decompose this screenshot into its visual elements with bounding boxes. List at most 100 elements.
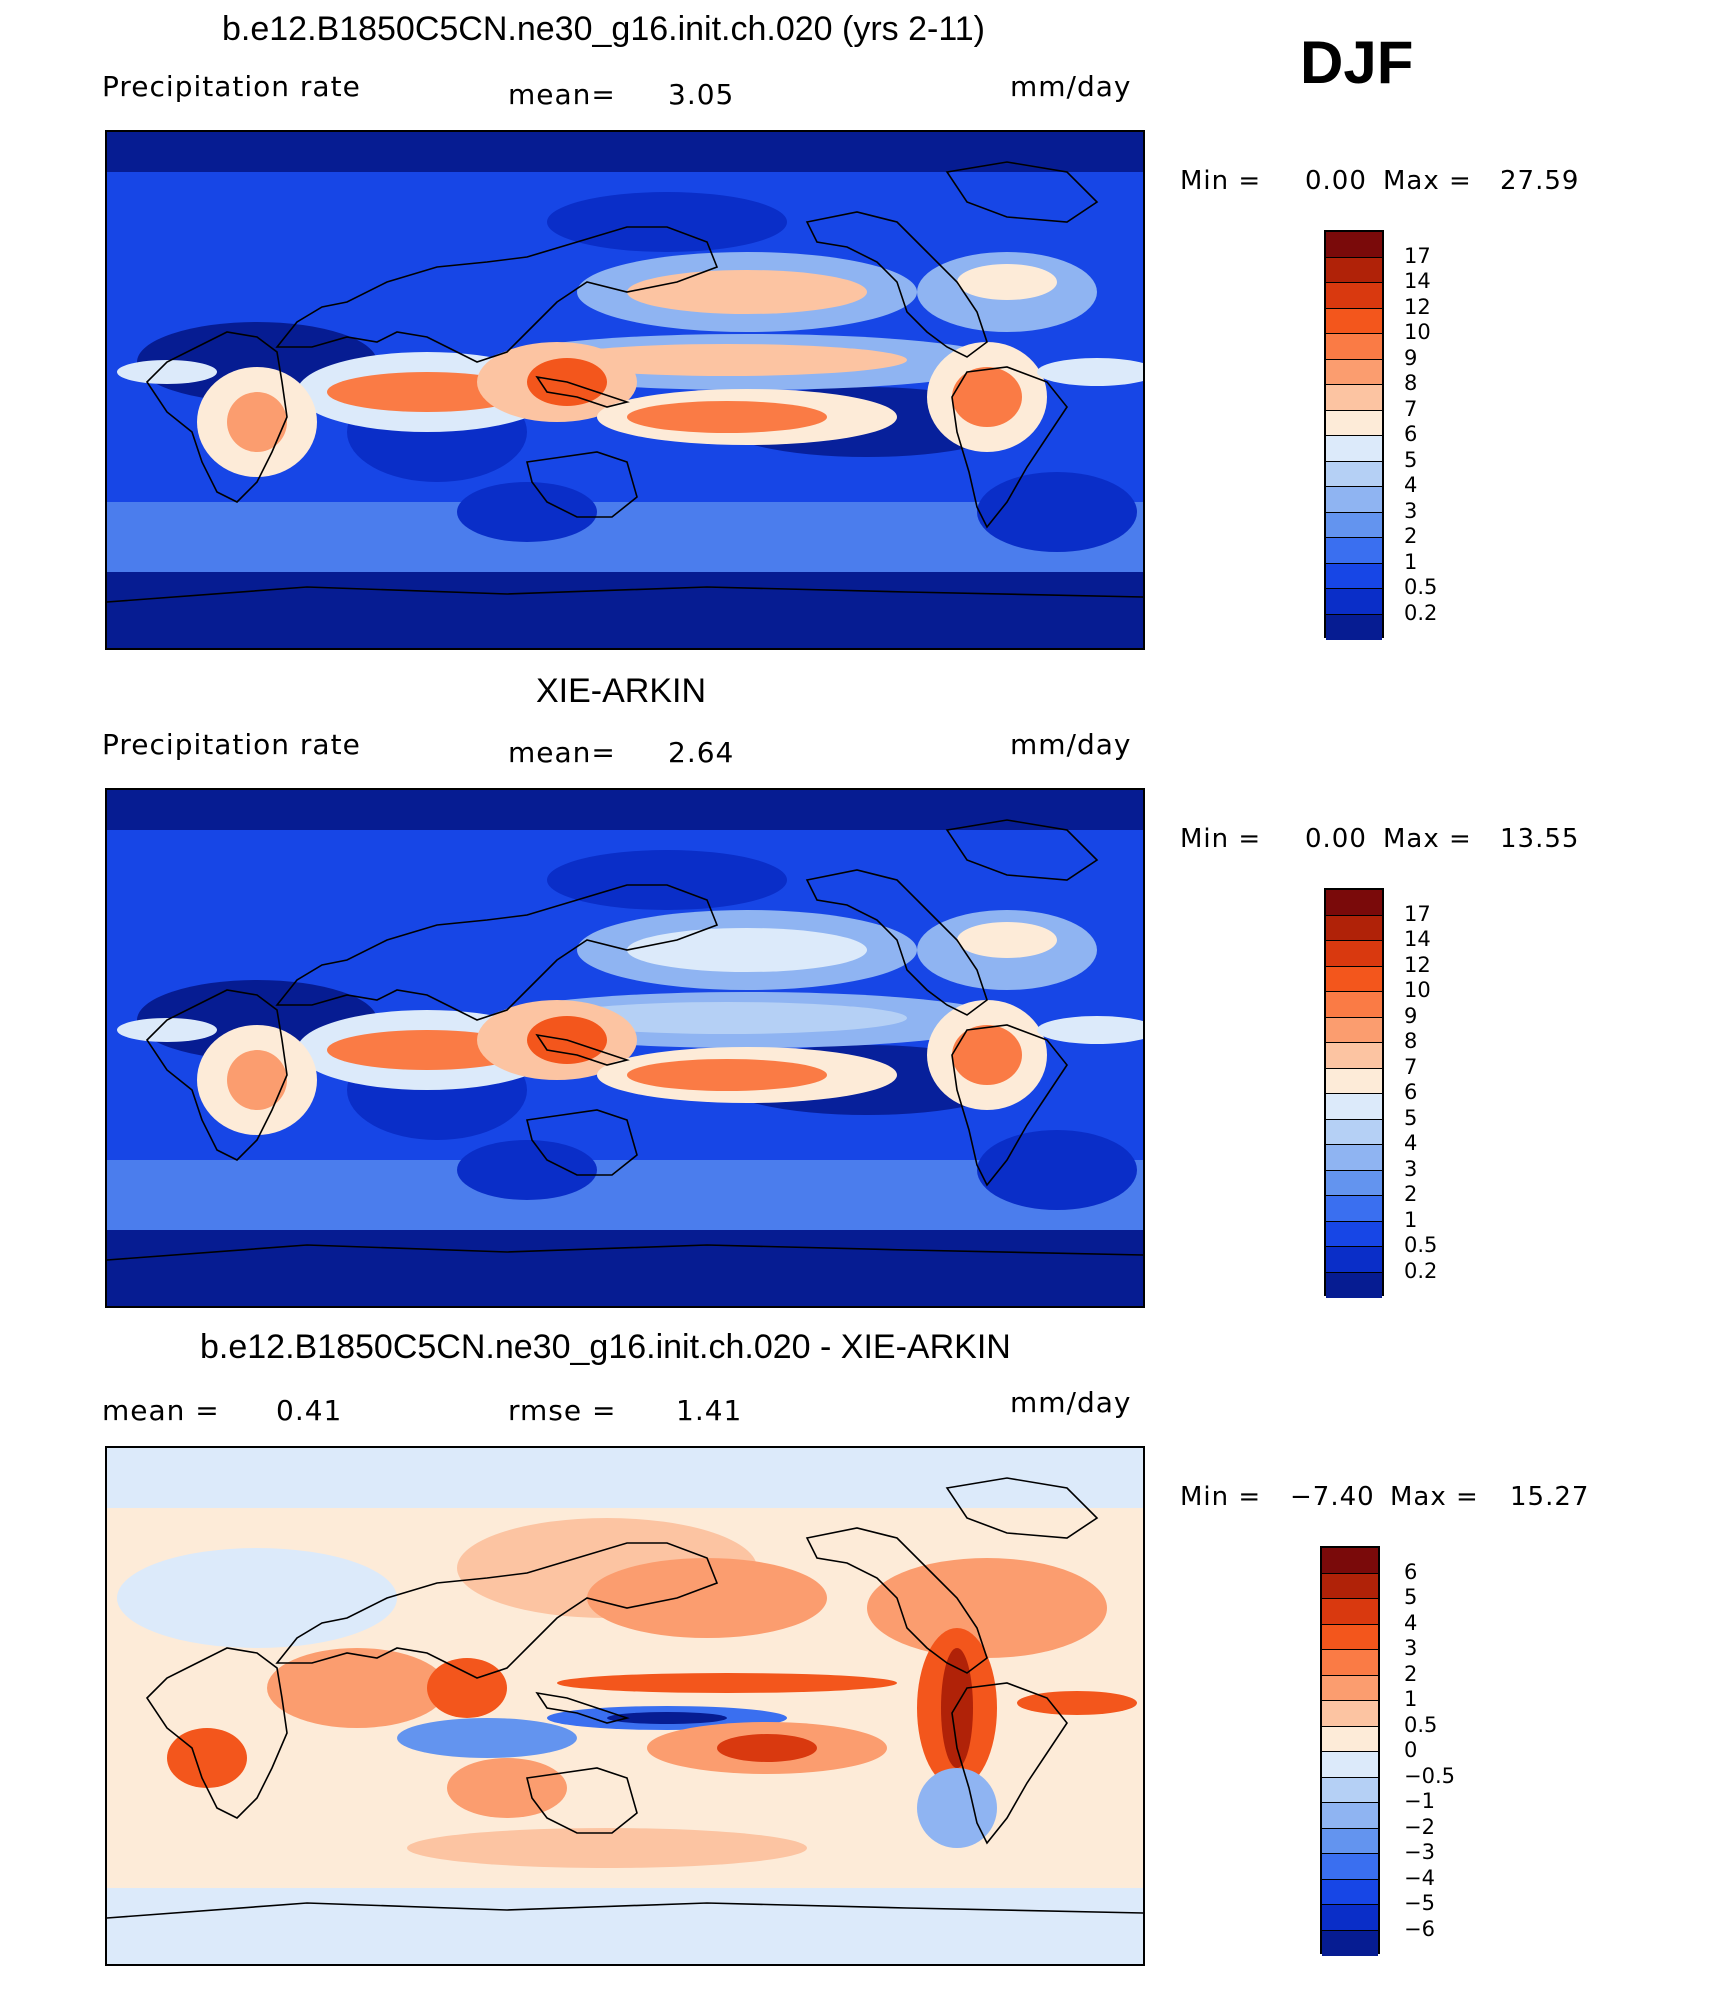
coastline xyxy=(805,1527,988,1674)
polar-band xyxy=(107,132,1143,172)
colorbar-label: 2 xyxy=(1404,1661,1418,1686)
colorbar-label: 7 xyxy=(1404,396,1418,421)
colorbar-box-0 xyxy=(1326,232,1382,258)
colorbar-box-11 xyxy=(1322,1828,1378,1854)
colorbar-box-2 xyxy=(1322,1599,1378,1625)
coastline xyxy=(107,1902,1143,1919)
field-blob xyxy=(407,1828,807,1868)
panel3-title: b.e12.B1850C5CN.ne30_g16.init.ch.020 - X… xyxy=(200,1328,1011,1366)
panel1-title: b.e12.B1850C5CN.ne30_g16.init.ch.020 (yr… xyxy=(222,10,985,48)
colorbar-label: 0.2 xyxy=(1404,1258,1438,1283)
panel3-max-value: 15.27 xyxy=(1510,1482,1590,1512)
panel3-mean-value: 0.41 xyxy=(276,1394,343,1427)
colorbar-box-9 xyxy=(1326,461,1382,487)
colorbar-label: 8 xyxy=(1404,371,1418,395)
colorbar-box-15 xyxy=(1322,1930,1378,1956)
colorbar-label: 6 xyxy=(1404,422,1418,446)
panel2-left-label: Precipitation rate xyxy=(102,728,361,761)
colorbar-label: 10 xyxy=(1404,320,1431,344)
panel1-left-label: Precipitation rate xyxy=(102,70,361,103)
colorbar-label: 4 xyxy=(1404,1131,1418,1155)
coastline xyxy=(145,331,288,503)
colorbar-box-0 xyxy=(1326,890,1382,916)
field-blob xyxy=(457,482,597,542)
colorbar-box-12 xyxy=(1326,1196,1382,1222)
coastline xyxy=(951,1682,1068,1845)
colorbar-box-12 xyxy=(1322,1854,1378,1880)
colorbar-box-4 xyxy=(1322,1650,1378,1676)
field-blob xyxy=(547,344,907,376)
coastline xyxy=(107,586,1143,603)
panel2-min-value: 0.00 xyxy=(1305,824,1367,854)
panel3-map-svg xyxy=(107,1448,1143,1964)
colorbar-label: 17 xyxy=(1404,901,1431,926)
colorbar-label: 3 xyxy=(1404,498,1418,523)
coastline xyxy=(951,1024,1068,1187)
colorbar-box-5 xyxy=(1326,1017,1382,1043)
panel1-map xyxy=(105,130,1145,650)
colorbar-box-6 xyxy=(1322,1701,1378,1727)
field-blob xyxy=(607,1712,727,1724)
panel1-min-label: Min = xyxy=(1180,166,1262,196)
panel3-rmse-label: rmse = xyxy=(508,1394,617,1427)
field-blob xyxy=(587,1558,827,1638)
field-blob xyxy=(227,1050,287,1110)
field-blob xyxy=(627,1059,827,1091)
coastline xyxy=(526,1767,638,1834)
colorbar-label: 0 xyxy=(1404,1738,1418,1762)
panel1-mean-label: mean= xyxy=(508,78,616,111)
colorbar-box-15 xyxy=(1326,1272,1382,1298)
colorbar-label: −3 xyxy=(1404,1840,1435,1864)
field-blob xyxy=(117,1548,397,1648)
colorbar-label: 4 xyxy=(1404,1610,1418,1635)
panel3-max-label: Max = xyxy=(1390,1482,1479,1512)
panel3-rmse-value: 1.41 xyxy=(676,1394,743,1427)
coastline xyxy=(275,884,719,1021)
polar-band xyxy=(107,790,1143,830)
colorbar-box-7 xyxy=(1326,410,1382,436)
colorbar-label: 2 xyxy=(1404,524,1418,548)
colorbar-label: 3 xyxy=(1404,1156,1418,1181)
field-blob xyxy=(957,922,1057,958)
colorbar-label: 12 xyxy=(1404,294,1431,319)
colorbar-box-0 xyxy=(1322,1548,1378,1574)
colorbar-box-10 xyxy=(1326,1145,1382,1171)
coastline xyxy=(535,1691,630,1724)
colorbar-box-4 xyxy=(1326,334,1382,360)
coastline xyxy=(526,1109,638,1176)
field-blob xyxy=(557,1673,897,1693)
colorbar-box-2 xyxy=(1326,283,1382,309)
colorbar-box-5 xyxy=(1322,1675,1378,1701)
panel1-colorbar xyxy=(1324,230,1384,640)
colorbar-label: −1 xyxy=(1404,1789,1435,1813)
colorbar-label: 6 xyxy=(1404,1080,1418,1104)
colorbar-box-4 xyxy=(1326,992,1382,1018)
panel3-min-label: Min = xyxy=(1180,1482,1262,1512)
field-blob xyxy=(1037,358,1143,386)
colorbar-label: 1 xyxy=(1404,1207,1418,1232)
colorbar-label: −0.5 xyxy=(1404,1763,1455,1788)
colorbar-label: 3 xyxy=(1404,1636,1418,1660)
colorbar-label: 6 xyxy=(1404,1559,1418,1584)
difference-field xyxy=(107,1448,1143,1964)
panel2-units: mm/day xyxy=(1010,728,1132,761)
panel3-map xyxy=(105,1446,1145,1966)
colorbar-label: 5 xyxy=(1404,1585,1418,1609)
colorbar-box-1 xyxy=(1326,915,1382,941)
coastlines xyxy=(107,161,1143,603)
colorbar-label: 1 xyxy=(1404,549,1418,574)
panel2-max-label: Max = xyxy=(1383,824,1472,854)
panel2-title: XIE-ARKIN xyxy=(536,672,707,710)
field-blob xyxy=(952,1025,1022,1085)
colorbar-box-10 xyxy=(1326,487,1382,513)
panel1-min-value: 0.00 xyxy=(1305,166,1367,196)
field-blob xyxy=(457,1140,597,1200)
colorbar-label: 4 xyxy=(1404,473,1418,497)
panel1-max-value: 27.59 xyxy=(1500,166,1580,196)
field-blob xyxy=(952,367,1022,427)
colorbar-box-11 xyxy=(1326,512,1382,538)
field-blob xyxy=(397,1718,577,1758)
colorbar-label: 0.5 xyxy=(1404,1712,1438,1737)
polar-band xyxy=(107,1230,1143,1306)
colorbar-label: 17 xyxy=(1404,243,1431,268)
